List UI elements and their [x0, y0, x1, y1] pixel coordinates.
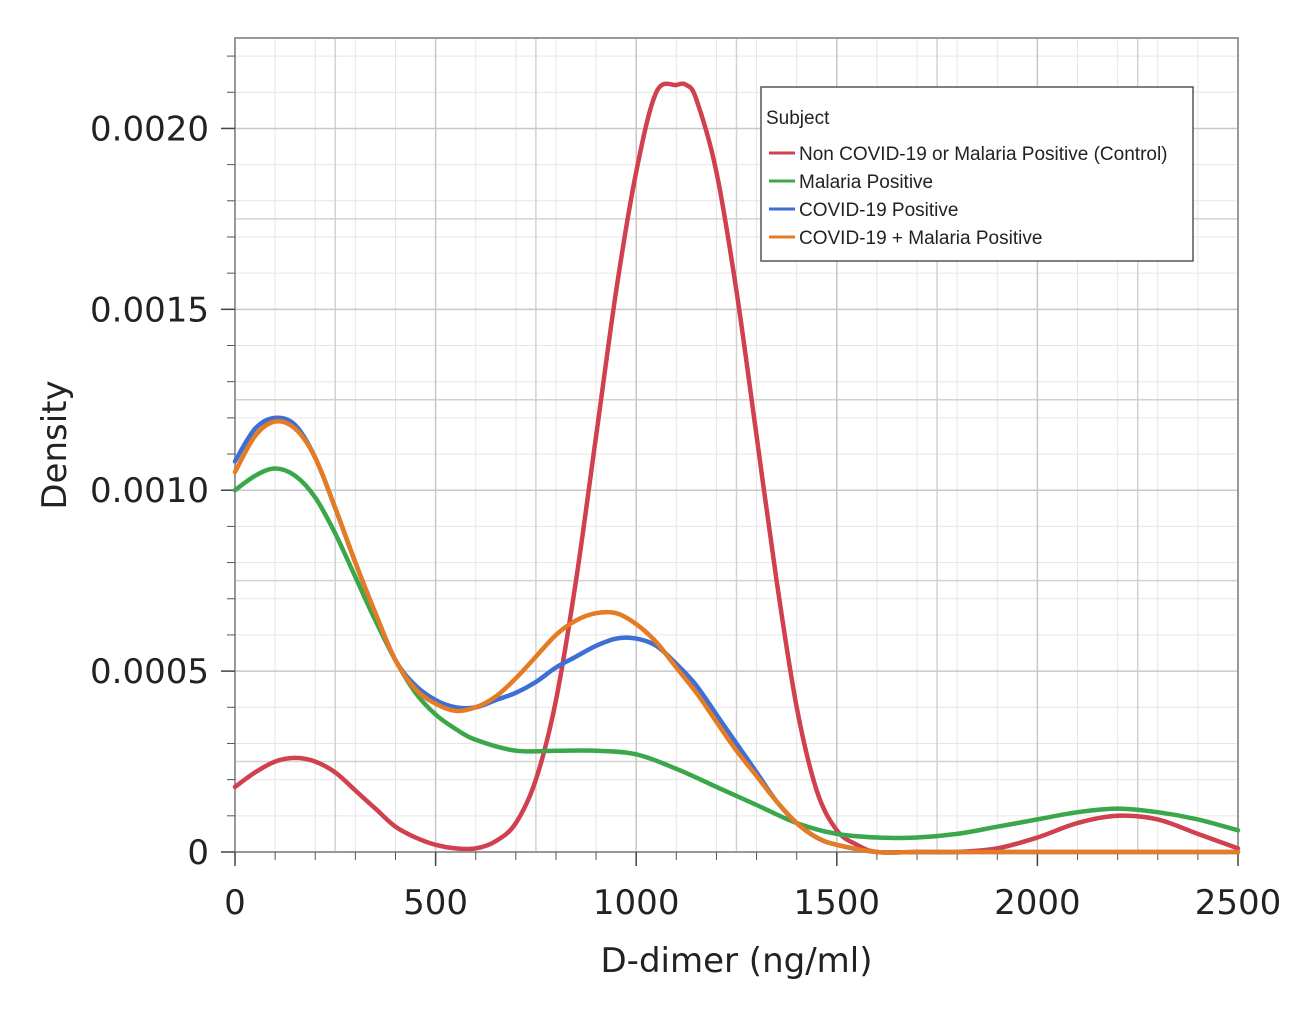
x-tick-label: 2000: [994, 883, 1081, 923]
y-tick-label: 0.0005: [90, 652, 209, 692]
series-line-2: [232, 466, 1241, 841]
legend-title: Subject: [766, 108, 830, 129]
legend-label: COVID-19 + Malaria Positive: [799, 228, 1042, 249]
x-tick-label: 0: [224, 883, 246, 923]
legend-label: Malaria Positive: [799, 172, 933, 193]
x-tick-label: 1000: [593, 883, 680, 923]
series-line-4: [232, 418, 1241, 855]
y-tick-label: 0.0015: [90, 290, 209, 330]
legend-box: [760, 86, 1194, 262]
axis-ticks: [221, 55, 1239, 866]
tick-labels: 0 500 1000 1500 2000 2500 0 0.0005 0.0010 0.0015 0…: [90, 109, 1281, 923]
series-lines: [232, 81, 1241, 855]
x-tick-label: 500: [403, 883, 468, 923]
x-tick-label: 1500: [794, 883, 881, 923]
legend: Subject Non COVID-19 or Malaria Positive…: [760, 86, 1194, 262]
legend-label: Non COVID-19 or Malaria Positive (Contro…: [799, 144, 1168, 165]
y-tick-label: 0.0010: [90, 471, 209, 511]
y-tick-label: 0.0020: [90, 109, 209, 149]
x-axis-title: D-dimer (ng/ml): [601, 941, 873, 981]
legend-label: COVID-19 Positive: [799, 200, 958, 221]
plot-frame: [234, 37, 1239, 853]
legend-items: Non COVID-19 or Malaria Positive (Contro…: [769, 144, 1168, 249]
x-tick-label: 2500: [1195, 883, 1282, 923]
y-axis-title: Density: [35, 380, 75, 509]
y-tick-label: 0: [187, 833, 209, 873]
